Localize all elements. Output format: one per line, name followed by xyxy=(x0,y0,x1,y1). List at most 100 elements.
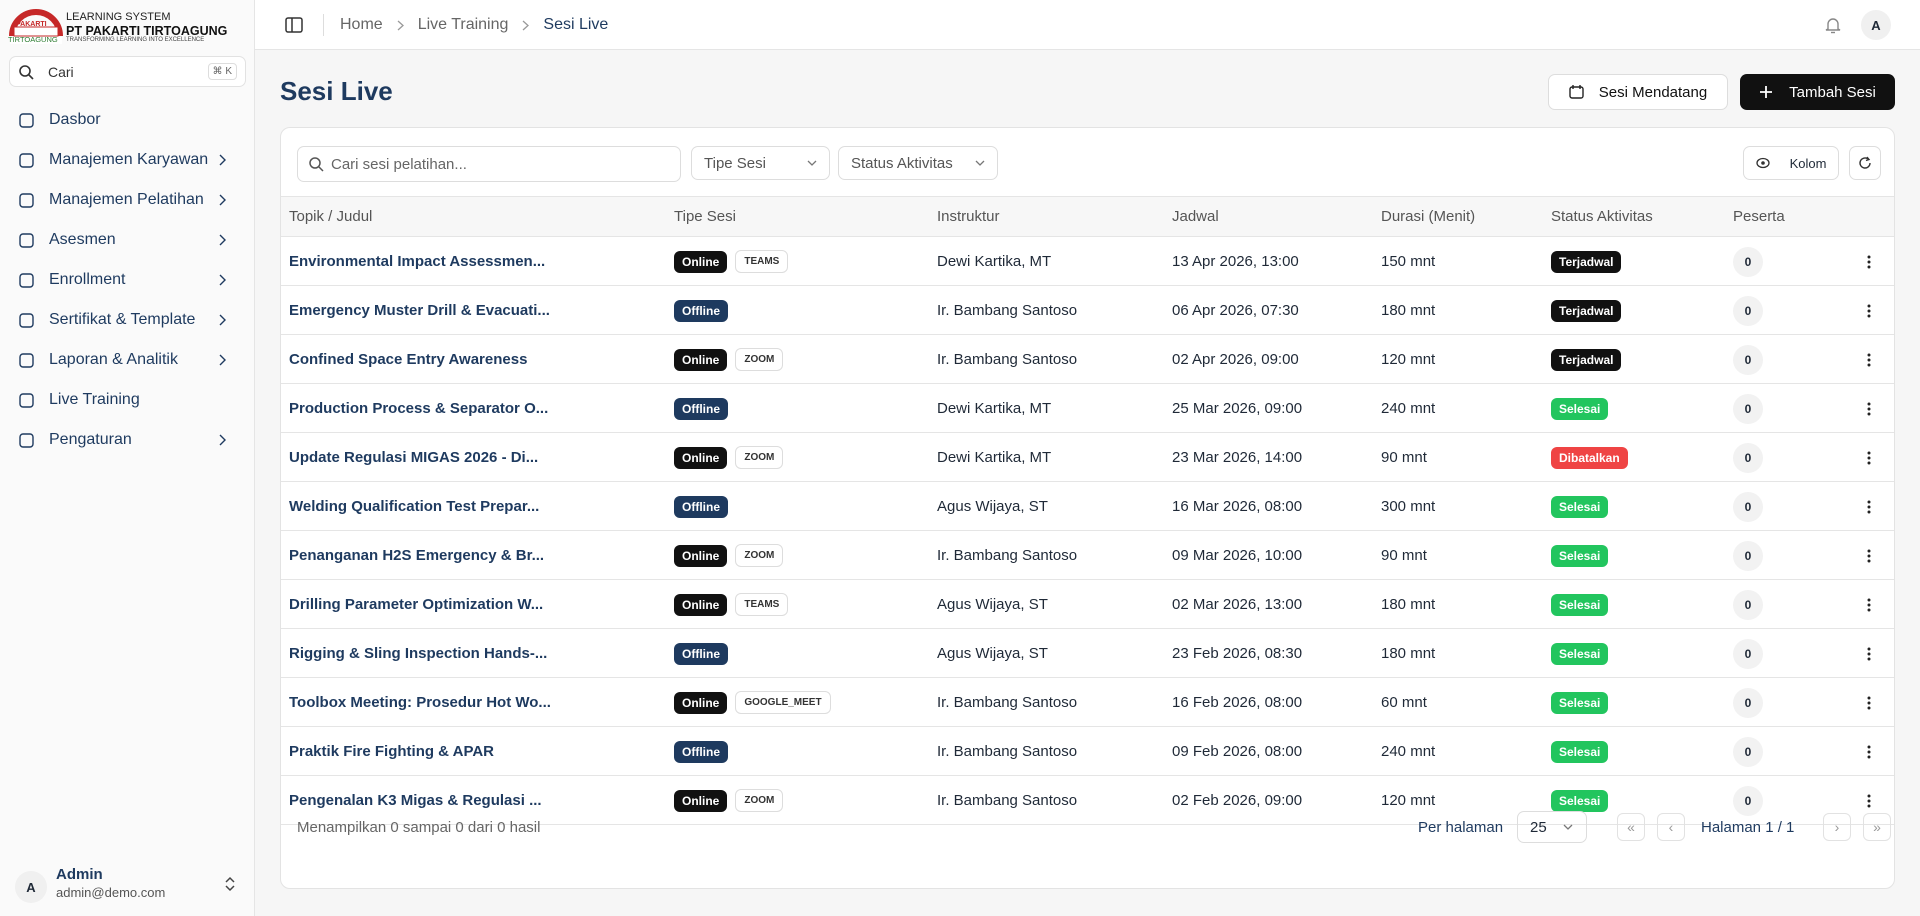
nav-label: Enrollment xyxy=(49,271,126,288)
participants-count: 0 xyxy=(1733,589,1763,620)
logo-badge-top: PAKARTI xyxy=(16,21,47,28)
type-badge: Online xyxy=(674,446,728,469)
row-menu[interactable] xyxy=(1867,776,1871,825)
participants: 0 xyxy=(1733,482,1763,531)
nav-label: Sertifikat & Template xyxy=(49,311,196,328)
next-page[interactable]: › xyxy=(1823,813,1851,841)
nav-item[interactable]: Enrollment xyxy=(12,262,244,298)
row-menu[interactable] xyxy=(1867,482,1871,531)
session-title[interactable]: Penanganan H2S Emergency & Br... xyxy=(289,547,545,564)
session-title[interactable]: Drilling Parameter Optimization W... xyxy=(289,596,544,613)
chevron xyxy=(397,20,404,30)
nav-icon xyxy=(19,392,34,408)
row-menu[interactable] xyxy=(1867,531,1871,580)
search-label: Cari xyxy=(48,64,74,80)
participants-count: 0 xyxy=(1733,638,1763,669)
add-session-button[interactable]: Tambah Sesi xyxy=(1740,74,1895,110)
column-header: Instruktur xyxy=(937,208,1000,225)
nav-chevron xyxy=(212,314,240,326)
duration: 90 mnt xyxy=(1381,449,1427,466)
main: Home Live Training Sesi Live A Sesi Live S… xyxy=(255,0,1920,916)
per-page-select[interactable]: 25 xyxy=(1517,811,1587,843)
avatar[interactable]: A xyxy=(1861,10,1891,40)
notification-bell[interactable] xyxy=(1825,16,1841,34)
table-row: Welding Qualification Test Prepar... Offl… xyxy=(281,481,1894,531)
platform-badge: GOOGLE_MEET xyxy=(735,691,831,714)
platform-badge: TEAMS xyxy=(735,250,789,273)
dots-icon xyxy=(1867,500,1871,513)
row-menu[interactable] xyxy=(1867,629,1871,678)
session-title[interactable]: Welding Qualification Test Prepar... xyxy=(289,498,540,515)
nav-item[interactable]: Laporan & Analitik xyxy=(12,342,244,378)
refresh-button[interactable] xyxy=(1849,146,1881,180)
row-menu[interactable] xyxy=(1867,286,1871,335)
columns-button[interactable]: Kolom xyxy=(1743,146,1839,180)
breadcrumb[interactable]: Live Training xyxy=(417,16,509,33)
row-menu[interactable] xyxy=(1867,335,1871,384)
nav-item[interactable]: Pengaturan xyxy=(12,422,244,458)
instructor: Agus Wijaya, ST xyxy=(937,498,1048,515)
chevron-down xyxy=(1563,824,1573,830)
row-menu[interactable] xyxy=(1867,580,1871,629)
nav-item[interactable]: Asesmen xyxy=(12,222,244,258)
duration: 90 mnt xyxy=(1381,547,1427,564)
column-header: Tipe Sesi xyxy=(674,208,736,225)
session-title[interactable]: Emergency Muster Drill & Evacuati... xyxy=(289,302,550,319)
upcoming-label: Sesi Mendatang xyxy=(1598,83,1708,101)
search-shortcut: ⌘ K xyxy=(207,63,237,80)
session-title[interactable]: Rigging & Sling Inspection Hands-... xyxy=(289,645,548,662)
nav-item[interactable]: Live Training xyxy=(12,382,244,418)
schedule: 09 Feb 2026, 08:00 xyxy=(1172,743,1303,760)
schedule: 02 Apr 2026, 09:00 xyxy=(1172,351,1299,368)
type-badge: Offline xyxy=(674,642,728,665)
type-badge: Offline xyxy=(674,740,728,763)
logo-line1: LEARNING SYSTEM xyxy=(66,11,171,23)
session-title[interactable]: Environmental Impact Assessmen... xyxy=(289,253,546,270)
nav-chevron xyxy=(212,154,240,166)
type-badge: Offline xyxy=(674,495,728,518)
filter-select[interactable]: Tipe Sesi xyxy=(691,146,830,180)
session-type: Online ZOOM xyxy=(674,531,784,580)
nav-chevron xyxy=(212,194,240,206)
session-title[interactable]: Praktik Fire Fighting & APAR xyxy=(289,743,495,760)
nav-item[interactable]: Manajemen Karyawan xyxy=(12,142,244,178)
breadcrumb[interactable]: Home xyxy=(340,16,383,33)
session-title[interactable]: Toolbox Meeting: Prosedur Hot Wo... xyxy=(289,694,551,711)
table-row: Drilling Parameter Optimization W... Onli… xyxy=(281,579,1894,629)
nav-label: Manajemen Karyawan xyxy=(49,151,209,168)
session-title[interactable]: Confined Space Entry Awareness xyxy=(289,351,528,368)
schedule: 16 Mar 2026, 08:00 xyxy=(1172,498,1303,515)
first-page[interactable]: « xyxy=(1617,813,1645,841)
add-session-label: Tambah Sesi xyxy=(1789,83,1876,101)
dots-icon xyxy=(1867,696,1871,709)
session-type: Online ZOOM xyxy=(674,776,784,825)
table-row: Penanganan H2S Emergency & Br... Online ZO… xyxy=(281,530,1894,580)
participants-count: 0 xyxy=(1733,540,1763,571)
session-type: Online GOOGLE_MEET xyxy=(674,678,831,727)
prev-page[interactable]: ‹ xyxy=(1657,813,1685,841)
upcoming-button[interactable]: Sesi Mendatang xyxy=(1548,74,1728,110)
session-type: Offline xyxy=(674,727,728,776)
nav-item[interactable]: Dasbor xyxy=(12,102,244,138)
nav-item[interactable]: Sertifikat & Template xyxy=(12,302,244,338)
dots-icon xyxy=(1867,451,1871,464)
filter-select[interactable]: Status Aktivitas xyxy=(838,146,998,180)
table-search[interactable]: Cari sesi pelatihan... xyxy=(297,146,681,182)
row-menu[interactable] xyxy=(1867,433,1871,482)
session-title[interactable]: Pengenalan K3 Migas & Regulasi ... xyxy=(289,792,542,809)
last-page[interactable]: » xyxy=(1863,813,1891,841)
row-menu[interactable] xyxy=(1867,727,1871,776)
session-type: Online ZOOM xyxy=(674,335,784,384)
user-menu-toggle[interactable] xyxy=(224,876,236,892)
session-title[interactable]: Production Process & Separator O... xyxy=(289,400,549,417)
row-menu[interactable] xyxy=(1867,678,1871,727)
sidebar-toggle[interactable] xyxy=(285,17,303,33)
row-menu[interactable] xyxy=(1867,384,1871,433)
nav-chevron xyxy=(212,354,240,366)
table-header xyxy=(281,196,1894,236)
nav-item[interactable]: Manajemen Pelatihan xyxy=(12,182,244,218)
row-menu[interactable] xyxy=(1867,237,1871,286)
search-box[interactable]: Cari ⌘ K xyxy=(9,56,246,87)
table-row: Emergency Muster Drill & Evacuati... Offl… xyxy=(281,285,1894,335)
session-title[interactable]: Update Regulasi MIGAS 2026 - Di... xyxy=(289,449,539,466)
